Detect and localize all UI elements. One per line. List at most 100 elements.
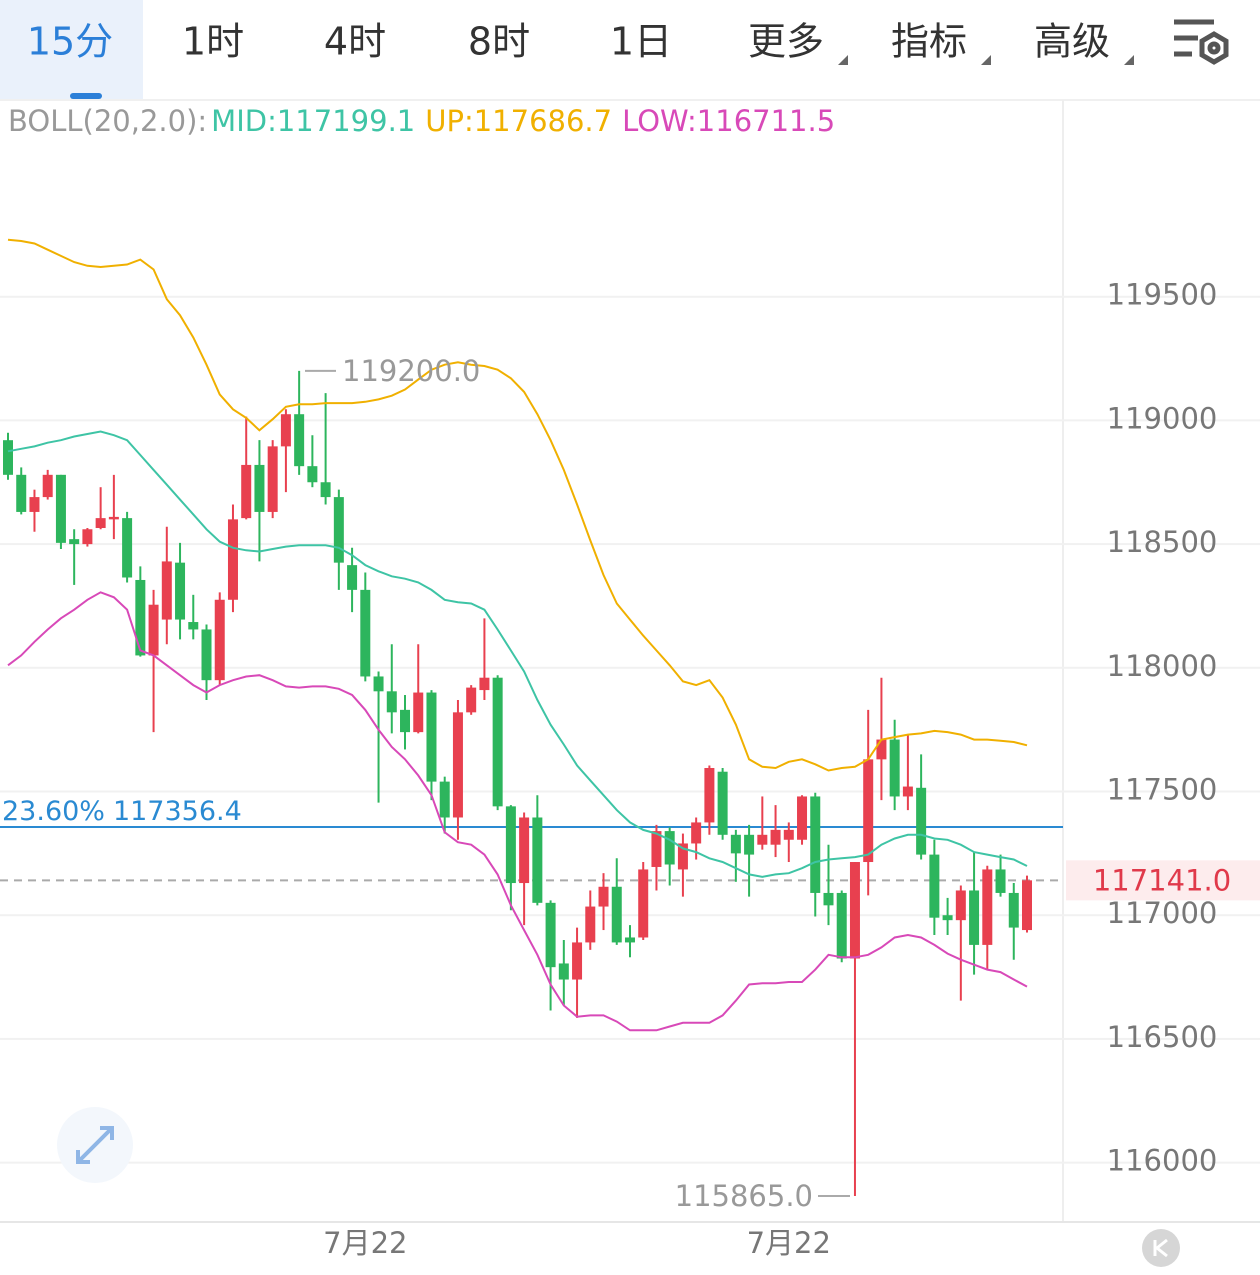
boll-line [7, 430, 1028, 878]
tab[interactable]: 1日 [610, 20, 672, 64]
candle-body [902, 786, 913, 797]
candle-body [188, 622, 199, 630]
candle-body [955, 890, 966, 921]
candle-body [492, 677, 503, 807]
candle-body [267, 446, 278, 512]
boll-line [7, 591, 1028, 1032]
candle-body [969, 890, 980, 945]
legend-name: UP: [425, 104, 473, 138]
candle-body [624, 937, 635, 943]
candle-body [836, 892, 847, 959]
candle-body [889, 739, 900, 797]
candle-body [982, 869, 993, 945]
y-tick-label: 119500 [1107, 278, 1218, 312]
candle-body [241, 464, 252, 519]
candle-body [95, 518, 106, 529]
tab[interactable]: 4时 [324, 20, 386, 64]
candle-body [294, 414, 305, 467]
candle-body [452, 712, 463, 818]
tab[interactable]: 指标 [891, 20, 967, 64]
candle-body [69, 539, 80, 545]
fib-label: 23.60% 117356.4 [2, 796, 242, 827]
candle-body [161, 561, 172, 620]
candle-body [823, 892, 834, 906]
candle-body [214, 599, 225, 681]
candle-body [400, 709, 411, 733]
candle-body [386, 691, 397, 713]
candle-body [108, 516, 119, 520]
tab[interactable]: 1时 [182, 20, 244, 64]
fib-value: 117356.4 [113, 796, 242, 827]
candle-body [929, 854, 940, 918]
candle-body [545, 902, 556, 968]
settings-icon[interactable] [1174, 19, 1229, 65]
candle-body [863, 759, 874, 863]
y-tick-label: 117500 [1107, 773, 1218, 807]
boll-line [7, 238, 1028, 772]
candle-body [439, 781, 450, 818]
candle-body [3, 440, 13, 475]
candle-body [797, 796, 808, 840]
candle-body [373, 676, 384, 692]
candle-body [360, 589, 371, 677]
legend-name: MID: [211, 104, 277, 138]
candle-body [783, 829, 794, 840]
candle-body [585, 906, 596, 943]
candle-body [704, 768, 715, 823]
tab[interactable]: 8时 [468, 20, 530, 64]
candle-body [611, 886, 622, 943]
high-marker-label: 119200.0 [342, 354, 480, 388]
candle-body [122, 518, 133, 578]
candle-body [730, 834, 741, 854]
candle-body [810, 796, 821, 893]
candle-body [479, 677, 490, 691]
candle-body [347, 565, 358, 590]
candle-body [201, 629, 212, 681]
k-button[interactable] [1142, 1229, 1180, 1267]
candle-body [572, 942, 583, 980]
candle-body [29, 497, 40, 512]
last-price-box [1066, 860, 1260, 901]
candle-body [942, 915, 953, 921]
candle-body [175, 562, 186, 620]
candle-body [691, 822, 702, 844]
candle-body [148, 604, 159, 656]
candle-body [227, 519, 238, 600]
y-tick-label: 119000 [1107, 401, 1218, 435]
candle-body [280, 414, 291, 447]
candle-body [638, 869, 649, 938]
candle-body [466, 687, 477, 713]
y-tick-label: 116000 [1107, 1144, 1218, 1178]
tab[interactable]: 15分 [27, 20, 113, 64]
candle-body [42, 474, 53, 498]
candle-body [254, 464, 265, 512]
candle-body [426, 692, 437, 782]
plot: 116000 116500 117000 117500 118000 118500 1190… [0, 238, 1260, 1260]
tab[interactable]: 高级 [1034, 20, 1110, 64]
legend-name: LOW: [622, 104, 697, 138]
candle-body [677, 843, 688, 870]
legend-value: 116711.5 [697, 104, 835, 138]
candle-body [558, 963, 569, 980]
x-tick-label: 7月22 [747, 1226, 831, 1260]
candle-body [1008, 892, 1019, 928]
dropdown-arrows [838, 55, 1134, 65]
active-tab-indicator [70, 93, 102, 99]
expand-button[interactable] [57, 1107, 133, 1183]
candle-body [598, 886, 609, 907]
candle-body [519, 817, 530, 884]
candle-body [651, 831, 662, 867]
candle-body [664, 831, 675, 865]
y-tick-label: 117000 [1107, 896, 1218, 930]
candle-body [532, 817, 543, 903]
legend-value: 117686.7 [474, 104, 612, 138]
y-tick-label: 116500 [1107, 1020, 1218, 1054]
candle-body [916, 787, 927, 855]
legend-value: 117199.1 [277, 104, 415, 138]
indicator-header: BOLL(20,2.0): MID:117199.1 UP:117686.7 LOW:… [8, 104, 835, 138]
tab[interactable]: 更多 [748, 20, 824, 64]
candle-body [717, 771, 728, 835]
candle-body [1022, 880, 1032, 931]
candle-body [82, 529, 93, 545]
